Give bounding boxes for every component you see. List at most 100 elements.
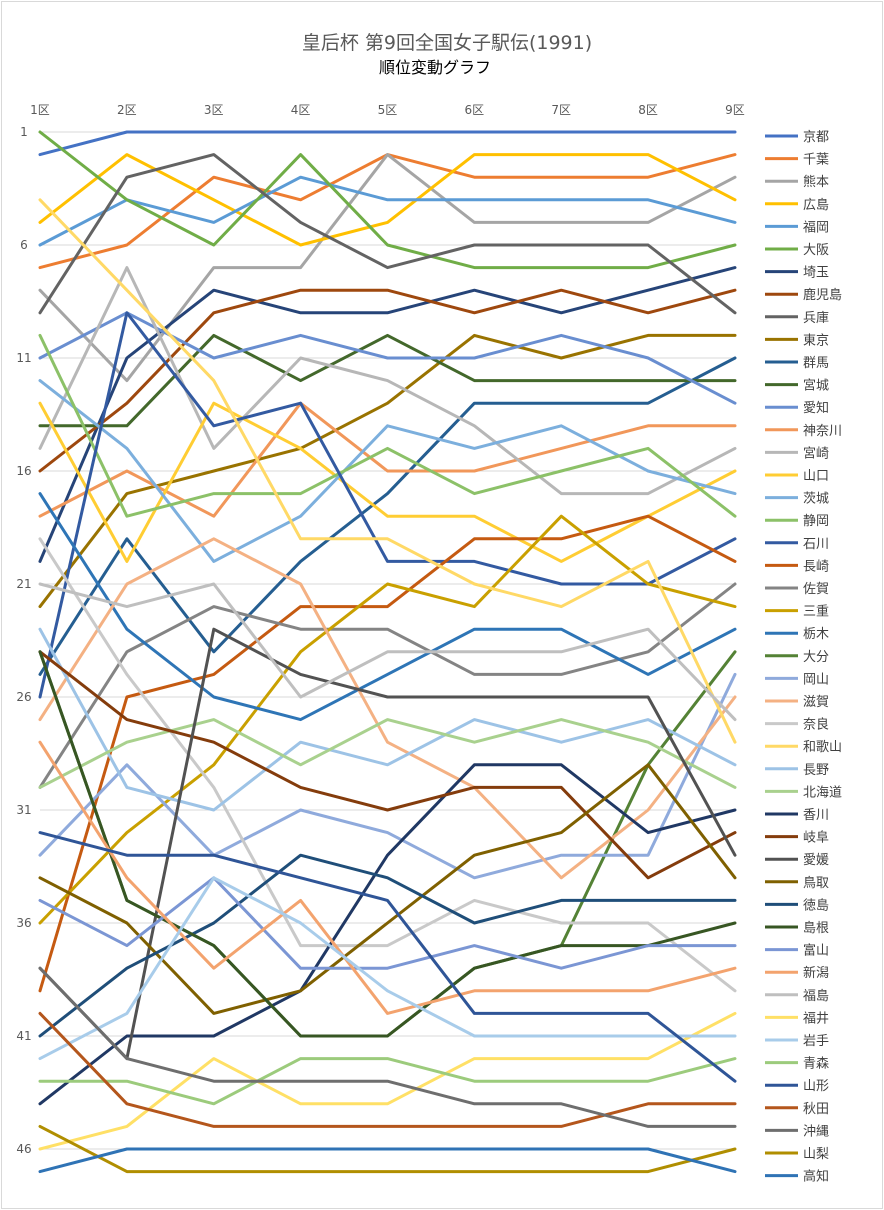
series-line <box>38 627 737 812</box>
series-lines <box>38 130 737 1174</box>
y-tick-label: 1 <box>20 125 28 139</box>
legend-label: 滋賀 <box>803 695 829 710</box>
legend-label: 岐阜 <box>803 830 829 846</box>
series-line <box>38 966 737 1128</box>
y-tick-label: 41 <box>16 1029 31 1043</box>
chart-subtitle: 順位変動グラフ <box>379 58 491 77</box>
x-tick-label: 4区 <box>291 103 311 117</box>
legend-label: 高知 <box>803 1169 829 1185</box>
series-line <box>38 672 737 880</box>
legend-label: 佐賀 <box>803 582 829 597</box>
series-line <box>38 198 737 744</box>
x-axis-ticks: 1区 2区 3区 4区 5区 6区 7区 8区 9区 <box>30 103 745 117</box>
series-line <box>38 130 737 270</box>
legend-label: 山口 <box>803 469 829 484</box>
series-line <box>38 853 737 1038</box>
series-line <box>38 153 737 315</box>
series-line <box>38 740 737 1015</box>
legend-label: 岡山 <box>803 672 829 687</box>
series-line <box>38 1147 737 1174</box>
legend-label: 北海道 <box>803 785 842 800</box>
y-tick-label: 11 <box>16 351 31 365</box>
legend-label: 和歌山 <box>803 740 842 755</box>
series-line <box>38 130 737 157</box>
legend-label: 神奈川 <box>803 424 842 439</box>
legend-label: 熊本 <box>803 174 829 190</box>
x-tick-label: 9区 <box>725 103 745 117</box>
x-tick-label: 5区 <box>378 103 398 117</box>
y-tick-label: 16 <box>16 464 31 478</box>
legend: 京都千葉熊本広島福岡大阪埼玉鹿児島兵庫東京群馬宮城愛知神奈川宮崎山口茨城静岡石川… <box>765 130 842 1185</box>
legend-label: 千葉 <box>803 153 829 168</box>
series-line <box>38 514 737 993</box>
legend-label: 兵庫 <box>803 311 829 326</box>
series-line <box>38 333 737 428</box>
legend-label: 福岡 <box>803 220 829 235</box>
legend-label: 福井 <box>803 1011 829 1026</box>
legend-label: 徳島 <box>803 898 829 913</box>
legend-label: 鹿児島 <box>803 287 842 303</box>
series-line <box>38 582 737 789</box>
series-line <box>38 1011 737 1151</box>
series-line <box>38 1057 737 1106</box>
gridlines <box>40 131 735 1150</box>
series-line <box>38 876 737 970</box>
legend-label: 福島 <box>803 989 829 1004</box>
series-line <box>38 401 737 518</box>
series-line <box>38 514 737 925</box>
x-tick-label: 8区 <box>638 103 658 117</box>
legend-label: 群馬 <box>803 356 829 371</box>
series-line <box>38 356 737 676</box>
legend-label: 島根 <box>803 921 829 936</box>
x-tick-label: 1区 <box>30 103 50 117</box>
series-line <box>38 1011 737 1128</box>
series-line <box>38 582 737 722</box>
series-line <box>38 537 737 880</box>
legend-label: 奈良 <box>803 717 829 733</box>
series-line <box>38 153 737 383</box>
legend-label: 大分 <box>803 650 829 665</box>
series-line <box>38 876 737 1061</box>
x-tick-label: 2区 <box>117 103 137 117</box>
series-line <box>38 492 737 722</box>
series-line <box>38 333 737 518</box>
legend-label: 青森 <box>803 1057 829 1072</box>
y-tick-label: 36 <box>16 916 31 930</box>
y-tick-label: 6 <box>20 238 28 252</box>
legend-label: 茨城 <box>803 492 829 507</box>
legend-label: 長崎 <box>803 559 829 574</box>
legend-label: 富山 <box>803 943 829 959</box>
legend-label: 愛媛 <box>803 853 829 868</box>
legend-label: 鳥取 <box>803 876 829 891</box>
legend-label: 京都 <box>803 130 829 145</box>
series-line <box>38 763 737 1106</box>
series-line <box>38 266 737 496</box>
chart-title: 皇后杯 第9回全国女子駅伝(1991) <box>302 32 592 54</box>
legend-label: 香川 <box>803 808 829 823</box>
legend-label: 愛知 <box>803 400 829 416</box>
series-line <box>38 311 737 699</box>
legend-label: 大阪 <box>803 243 829 258</box>
legend-label: 静岡 <box>803 514 829 529</box>
series-line <box>38 650 737 880</box>
series-line <box>38 537 737 993</box>
legend-label: 山形 <box>803 1079 829 1094</box>
series-line <box>38 831 737 1083</box>
series-line <box>38 288 737 473</box>
legend-label: 宮崎 <box>803 445 829 461</box>
legend-label: 山梨 <box>803 1147 829 1162</box>
legend-label: 広島 <box>803 198 829 213</box>
y-tick-label: 31 <box>16 803 31 817</box>
legend-label: 長野 <box>803 763 829 778</box>
legend-label: 岩手 <box>803 1034 829 1049</box>
series-line <box>38 266 737 563</box>
series-line <box>38 718 737 789</box>
legend-label: 三重 <box>803 604 829 620</box>
x-tick-label: 7区 <box>551 103 571 117</box>
legend-label: 東京 <box>803 332 829 348</box>
legend-label: 宮城 <box>803 378 829 394</box>
series-line <box>38 1124 737 1174</box>
